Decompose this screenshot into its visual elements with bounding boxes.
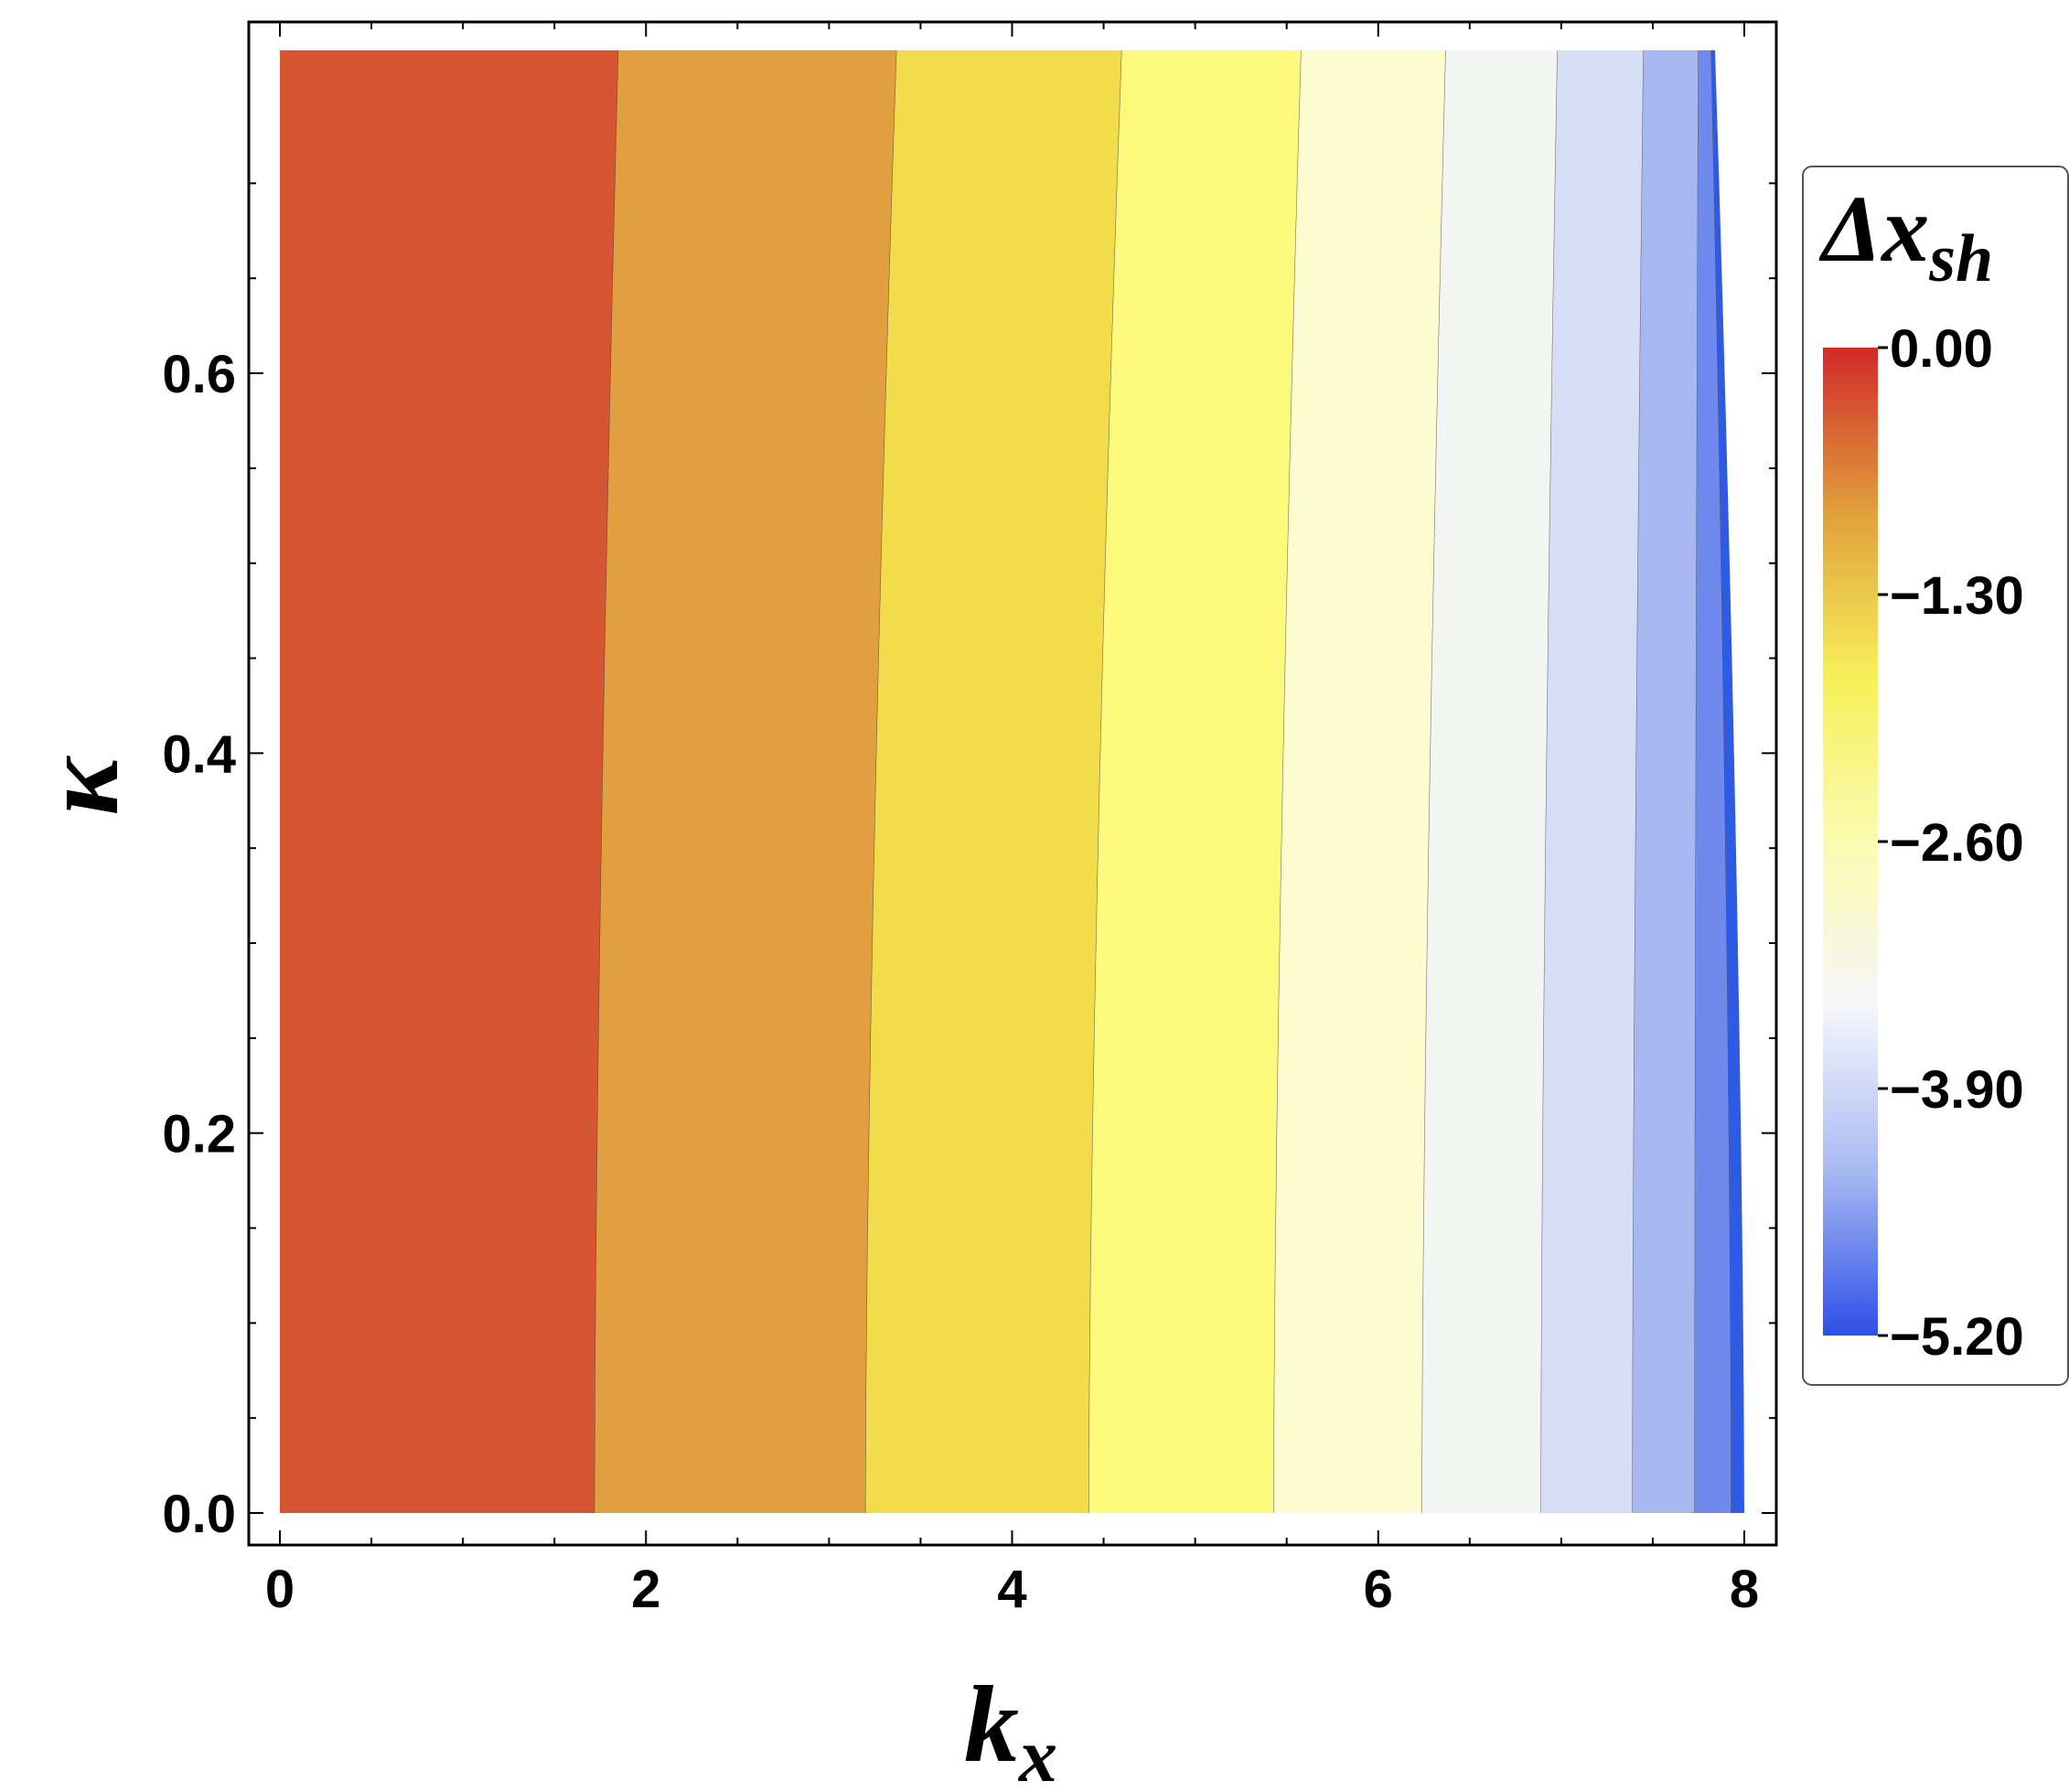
contour-band [865, 50, 1122, 1513]
legend-tick-label: −5.20 [1890, 1307, 2024, 1367]
y-axis-ticks: 0.0 0.2 0.4 0.6 [162, 182, 1776, 1544]
legend-tick-label: −3.90 [1890, 1060, 2024, 1120]
y-axis-title: κ [19, 756, 141, 816]
x-tick-label: 6 [1364, 1560, 1393, 1619]
contour-bands [280, 49, 1744, 1514]
x-tick-label: 8 [1730, 1560, 1759, 1619]
x-tick-label: 2 [631, 1560, 660, 1619]
y-tick-label: 0.2 [162, 1105, 236, 1164]
y-tick-label: 0.4 [162, 724, 236, 784]
y-tick-label: 0.0 [162, 1485, 236, 1544]
x-tick-label: 4 [997, 1560, 1026, 1619]
contour-band [1694, 50, 1731, 1513]
contour-band [1421, 50, 1558, 1513]
y-tick-label: 0.6 [162, 345, 236, 404]
legend-title-subscript: sh [1928, 221, 1993, 296]
x-axis-ticks: 0 2 4 6 8 [265, 22, 1759, 1619]
x-axis-title: kx [964, 1663, 1057, 1792]
contour-band [595, 50, 897, 1513]
y-axis-label: κ [19, 756, 141, 816]
legend-tick-label: −2.60 [1890, 813, 2024, 873]
legend-tick-label: −1.30 [1890, 566, 2024, 626]
x-axis-label: kx [964, 1663, 1057, 1792]
colorbar-gradient [1823, 348, 1878, 1336]
contour-band [280, 50, 619, 1513]
contour-band [1710, 50, 1744, 1513]
x-tick-label: 0 [265, 1560, 295, 1619]
x-axis-label-subscript: x [1017, 1713, 1057, 1792]
contour-band [1273, 50, 1446, 1513]
contour-band [1632, 50, 1699, 1513]
legend-tick-label: 0.00 [1890, 319, 1993, 379]
contour-band [1088, 50, 1302, 1513]
contour-band [1540, 50, 1644, 1513]
